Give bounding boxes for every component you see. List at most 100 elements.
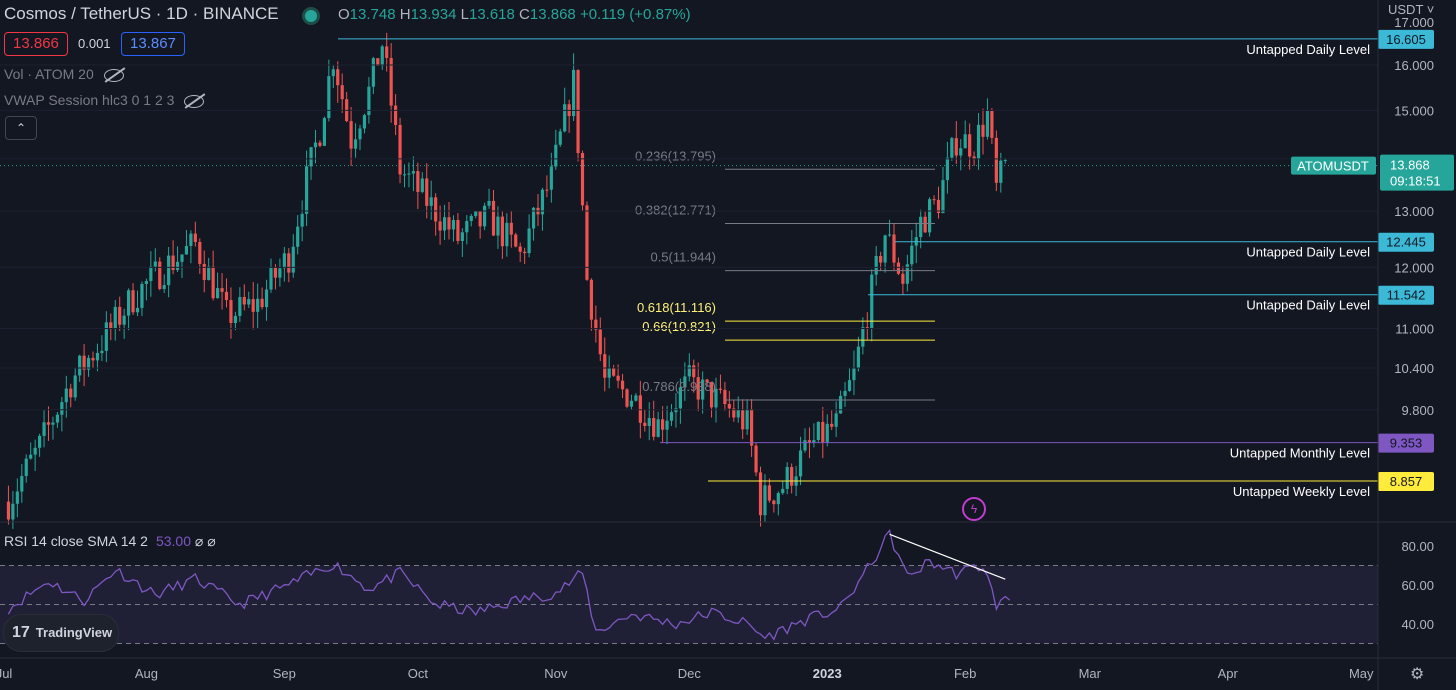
last-price-label: 13.868 bbox=[1390, 158, 1430, 173]
candle-body bbox=[175, 261, 180, 270]
candle-body bbox=[131, 290, 135, 313]
candle-body bbox=[167, 255, 171, 286]
vol-indicator[interactable]: Vol · ATOM 20 bbox=[4, 66, 124, 82]
candle-body bbox=[976, 124, 981, 159]
x-tick-label: Aug bbox=[135, 666, 158, 681]
tradingview-logo-icon: 17 bbox=[12, 624, 30, 641]
candle-body bbox=[576, 69, 580, 154]
candle-body bbox=[692, 365, 696, 378]
candle-body bbox=[46, 422, 51, 425]
gear-icon[interactable]: ⚙ bbox=[1410, 666, 1425, 683]
candle-body bbox=[652, 418, 656, 437]
candle-body bbox=[963, 134, 967, 149]
candle-body bbox=[932, 199, 936, 201]
candle-body bbox=[180, 254, 184, 262]
candle-body bbox=[665, 420, 669, 430]
candle-body bbox=[540, 189, 545, 215]
currency-selector[interactable]: USDT ˅ bbox=[1388, 2, 1435, 17]
candle-body bbox=[683, 376, 687, 388]
candle-body bbox=[207, 266, 211, 280]
x-tick-label: Apr bbox=[1218, 666, 1239, 681]
candle-body bbox=[616, 375, 620, 381]
candle-body bbox=[242, 297, 246, 305]
rsi-layer: 80.00 60.00 40.00 bbox=[0, 528, 1434, 644]
sell-button[interactable]: 13.866 bbox=[4, 32, 68, 56]
fib-layer: 0.236(13.795) 0.382(12.771) 0.5(11.944) 0.6… bbox=[635, 148, 935, 401]
rsi-legend[interactable]: RSI 14 close SMA 14 2 53.00 ⌀ ⌀ bbox=[4, 533, 216, 550]
candle-body bbox=[273, 267, 278, 278]
candle-body bbox=[959, 148, 963, 156]
candle-body bbox=[327, 76, 331, 119]
low-label: L bbox=[460, 6, 469, 23]
candle-body bbox=[758, 472, 763, 516]
candle-body bbox=[469, 215, 473, 221]
x-tick-label: Nov bbox=[544, 666, 568, 681]
x-tick-label: Dec bbox=[678, 666, 702, 681]
y-tick-label: 9.800 bbox=[1401, 403, 1434, 418]
buy-button[interactable]: 13.867 bbox=[121, 32, 185, 56]
candle-body bbox=[705, 379, 709, 383]
vwap-label: VWAP Session hlc3 0 1 2 3 bbox=[4, 92, 175, 108]
candle-body bbox=[407, 173, 411, 175]
candle-body bbox=[603, 354, 607, 378]
candle-body bbox=[202, 263, 206, 280]
candle-body bbox=[563, 104, 567, 132]
candle-body bbox=[251, 299, 255, 312]
symbol-title[interactable]: Cosmos / TetherUS · 1D · BINANCE bbox=[4, 4, 279, 23]
candle-body bbox=[153, 261, 157, 267]
y-tick-label: 16.000 bbox=[1394, 58, 1434, 73]
candle-body bbox=[483, 205, 487, 227]
y-tick-label: 15.000 bbox=[1394, 103, 1434, 118]
eye-hidden-icon[interactable] bbox=[184, 94, 205, 108]
fib-label: 0.786(9.938) bbox=[642, 379, 716, 394]
fib-label: 0.382(12.771) bbox=[635, 203, 716, 218]
candle-body bbox=[589, 279, 593, 320]
candle-body bbox=[135, 307, 140, 313]
candle-body bbox=[420, 178, 424, 192]
candle-body bbox=[558, 131, 562, 145]
eye-hidden-icon[interactable] bbox=[103, 68, 124, 82]
candle-body bbox=[803, 440, 807, 451]
rsi-value: 53.00 bbox=[155, 533, 192, 549]
candle-body bbox=[211, 266, 215, 299]
candle-body bbox=[491, 200, 496, 236]
candle-body bbox=[999, 160, 1003, 183]
candle-body bbox=[763, 485, 767, 516]
candle-body bbox=[122, 315, 126, 325]
candle-body bbox=[322, 118, 326, 146]
level-badge bbox=[1378, 433, 1434, 453]
candle-body bbox=[55, 414, 59, 423]
candle-body bbox=[144, 281, 148, 284]
candle-body bbox=[487, 200, 491, 206]
candle-body bbox=[371, 58, 375, 87]
candle-body bbox=[936, 199, 941, 214]
candle-body bbox=[598, 329, 602, 355]
lightning-icon[interactable]: ϟ bbox=[962, 497, 986, 521]
candle-body bbox=[732, 408, 736, 418]
candle-body bbox=[216, 288, 220, 299]
candle-body bbox=[896, 262, 901, 274]
collapse-indicators-button[interactable]: ⌃ bbox=[5, 116, 37, 140]
candle-body bbox=[830, 423, 834, 427]
x-tick-label: Feb bbox=[954, 666, 976, 681]
candle-body bbox=[220, 288, 224, 292]
low-value: 13.618 bbox=[468, 6, 515, 23]
candle-body bbox=[11, 503, 15, 520]
candle-body bbox=[701, 379, 705, 400]
level-label: Untapped Daily Level bbox=[1246, 298, 1370, 313]
candle-body bbox=[389, 57, 393, 106]
candle-body bbox=[910, 245, 914, 265]
close-value: 13.868 bbox=[529, 6, 576, 23]
candle-body bbox=[883, 235, 887, 263]
vwap-indicator[interactable]: VWAP Session hlc3 0 1 2 3 bbox=[4, 92, 205, 108]
ohlc-readout: O13.748 H13.934 L13.618 C13.868 +0.119 (… bbox=[338, 6, 691, 23]
candle-body bbox=[821, 421, 825, 443]
candle-body bbox=[620, 380, 625, 390]
x-tick-label: Sep bbox=[273, 666, 296, 681]
candle-body bbox=[874, 256, 878, 275]
tradingview-logo[interactable]: 17 TradingView bbox=[3, 614, 119, 652]
candle-body bbox=[358, 128, 362, 140]
candle-body bbox=[928, 199, 932, 233]
rsi-extra: ⌀ ⌀ bbox=[194, 533, 216, 549]
